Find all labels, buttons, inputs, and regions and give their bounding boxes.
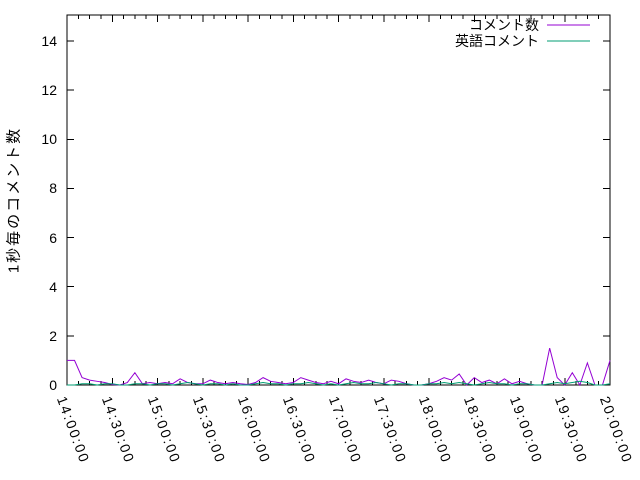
y-tick-label: 0 xyxy=(49,377,57,393)
y-tick-label: 6 xyxy=(49,229,57,246)
y-tick-label: 10 xyxy=(41,131,57,148)
plot-border xyxy=(66,14,611,386)
y-tick-label: 8 xyxy=(49,180,57,197)
legend-label-english-comments: 英語コメント xyxy=(455,33,539,49)
series-line-english-comments xyxy=(67,380,611,386)
y-tick-label: 14 xyxy=(41,33,57,50)
legend-label-comment-count: コメント数 xyxy=(469,17,539,33)
y-tick-label: 4 xyxy=(49,278,57,295)
y-axis-title: 1秒毎のコメント数 xyxy=(5,126,23,274)
y-tick-label: 12 xyxy=(41,82,57,99)
y-tick-label: 2 xyxy=(49,327,57,344)
